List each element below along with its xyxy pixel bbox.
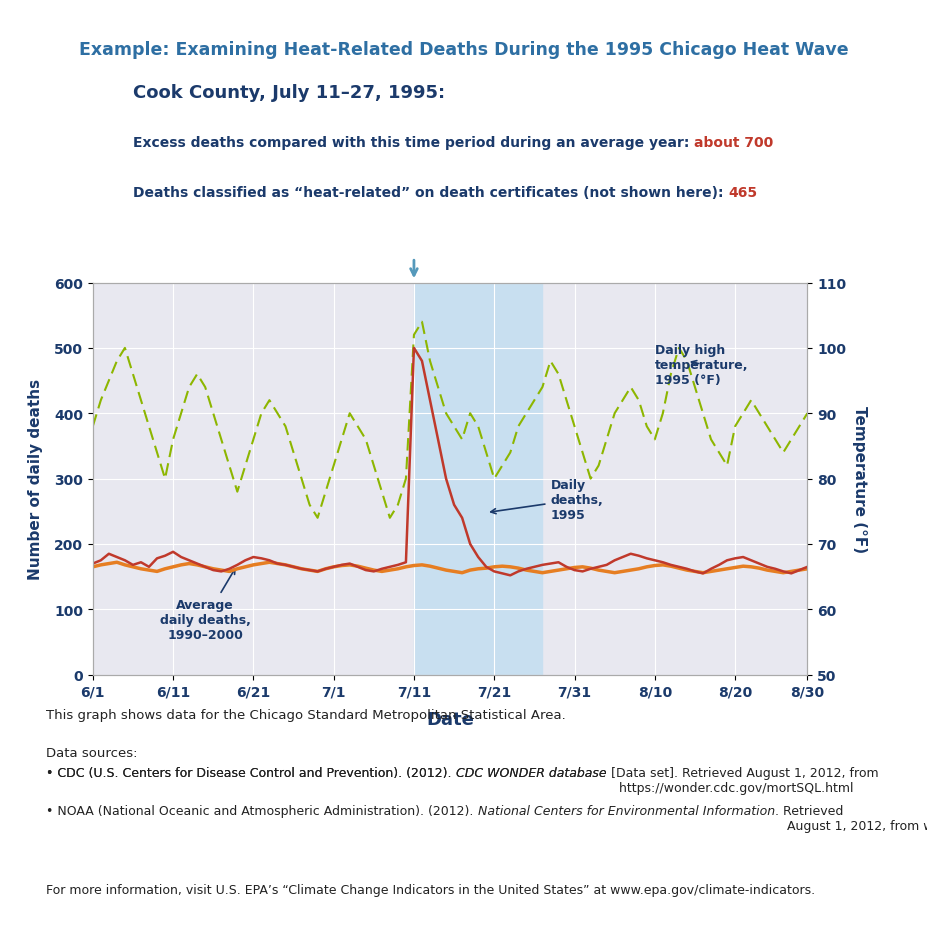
Y-axis label: Temperature (°F): Temperature (°F) xyxy=(851,406,866,552)
Bar xyxy=(413,283,541,675)
Text: . Retrieved
   August 1, 2012, from www.ncei.noaa.gov: . Retrieved August 1, 2012, from www.nce… xyxy=(774,804,927,833)
Text: Deaths classified as “heat-related” on death certificates (not shown here):: Deaths classified as “heat-related” on d… xyxy=(133,186,727,200)
Text: [Data set]. Retrieved August 1, 2012, from
   https://wonder.cdc.gov/mortSQL.htm: [Data set]. Retrieved August 1, 2012, fr… xyxy=(606,767,877,795)
Text: Daily high
temperature,
1995 (°F): Daily high temperature, 1995 (°F) xyxy=(654,344,747,386)
Text: about 700: about 700 xyxy=(693,136,772,150)
Text: CDC WONDER database: CDC WONDER database xyxy=(455,767,606,780)
Text: For more information, visit U.S. EPA’s “Climate Change Indicators in the United : For more information, visit U.S. EPA’s “… xyxy=(46,883,815,896)
Text: CDC WONDER database: CDC WONDER database xyxy=(455,767,606,780)
Text: Excess deaths compared with this time period during an average year:: Excess deaths compared with this time pe… xyxy=(133,136,693,150)
Text: Example: Examining Heat-Related Deaths During the 1995 Chicago Heat Wave: Example: Examining Heat-Related Deaths D… xyxy=(79,41,848,59)
Text: Average
daily deaths,
1990–2000: Average daily deaths, 1990–2000 xyxy=(159,569,250,641)
Text: Daily
deaths,
1995: Daily deaths, 1995 xyxy=(490,479,603,521)
X-axis label: Date: Date xyxy=(425,710,474,728)
Text: Data sources:: Data sources: xyxy=(46,746,138,759)
Text: Cook County, July 11–27, 1995:: Cook County, July 11–27, 1995: xyxy=(133,84,444,102)
Y-axis label: Number of daily deaths: Number of daily deaths xyxy=(28,379,43,580)
Text: • CDC (U.S. Centers for Disease Control and Prevention). (2012).: • CDC (U.S. Centers for Disease Control … xyxy=(46,767,455,780)
Text: 465: 465 xyxy=(727,186,756,200)
Text: This graph shows data for the Chicago Standard Metropolitan Statistical Area.: This graph shows data for the Chicago St… xyxy=(46,708,565,721)
Text: National Centers for Environmental Information: National Centers for Environmental Infor… xyxy=(477,804,774,818)
Text: • NOAA (National Oceanic and Atmospheric Administration). (2012).: • NOAA (National Oceanic and Atmospheric… xyxy=(46,804,477,818)
Text: • CDC (U.S. Centers for Disease Control and Prevention). (2012).: • CDC (U.S. Centers for Disease Control … xyxy=(46,767,455,780)
